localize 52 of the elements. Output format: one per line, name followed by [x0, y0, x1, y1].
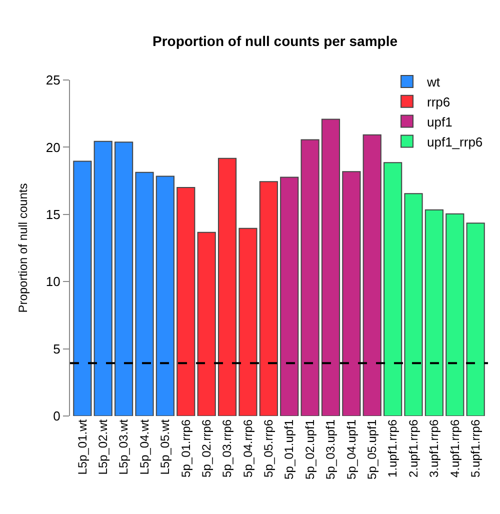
bar: [238, 228, 258, 416]
x-tick-label: 5.upf1.rrp6: [468, 419, 482, 478]
bar: [300, 139, 320, 416]
x-tick-label: 1.upf1.rrp6: [386, 419, 400, 478]
bar: [114, 142, 134, 416]
x-tick-label: 5p_03.upf1: [324, 419, 338, 480]
x-tick-label: L5p_01.wt: [75, 418, 90, 475]
x-tick-label: 4.upf1.rrp6: [448, 419, 462, 478]
x-tick-label: 5p_05.rrp6: [262, 419, 276, 478]
bar: [280, 176, 299, 416]
legend-label: rrp6: [427, 94, 450, 110]
y-tick-label: 5: [53, 341, 60, 356]
y-tick-label: 20: [46, 140, 60, 155]
x-tick-label: 5p_01.rrp6: [178, 419, 193, 478]
bar: [384, 162, 402, 416]
legend-label: upf1_rrp6: [427, 134, 483, 150]
x-tick-label: 5p_04.upf1: [344, 419, 358, 480]
bar: [362, 134, 382, 416]
x-tick-label: 5p_05.upf1: [365, 419, 380, 480]
x-tick-label: L5p_03.wt: [116, 418, 131, 475]
bar: [466, 222, 485, 416]
bar: [73, 160, 92, 416]
x-tick-label: 5p_03.rrp6: [220, 419, 234, 478]
bar: [424, 209, 444, 416]
bar: [321, 118, 340, 416]
x-tick-label: L5p_02.wt: [96, 418, 110, 475]
x-tick-label: L5p_05.wt: [158, 418, 172, 475]
y-tick-label: 25: [46, 72, 60, 88]
legend-label: upf1: [427, 114, 452, 130]
x-tick-label: 2.upf1.rrp6: [406, 419, 420, 478]
bar: [259, 181, 278, 416]
x-tick-label: 5p_02.upf1: [302, 419, 317, 480]
bar: [404, 193, 423, 416]
bar: [176, 187, 196, 416]
y-axis-title: Proportion of null counts: [16, 183, 30, 313]
chart-title: Proportion of null counts per sample: [152, 32, 398, 49]
bar: [218, 158, 237, 416]
x-tick-label: 5p_01.upf1: [282, 419, 296, 480]
bar: [156, 176, 174, 416]
bar: [94, 140, 112, 416]
y-tick-label: 15: [46, 206, 60, 222]
y-tick-label: 10: [46, 274, 60, 290]
x-tick-label: 5p_04.rrp6: [240, 419, 255, 478]
legend-label: wt: [426, 74, 440, 90]
x-tick-label: L5p_04.wt: [137, 418, 152, 475]
bar: [342, 171, 361, 416]
x-tick-label: 3.upf1.rrp6: [427, 419, 442, 478]
bar: [446, 213, 464, 416]
bar: [135, 172, 154, 416]
bar: [197, 232, 216, 416]
x-tick-label: 5p_02.rrp6: [199, 419, 214, 478]
y-tick-label: 0: [53, 408, 60, 424]
